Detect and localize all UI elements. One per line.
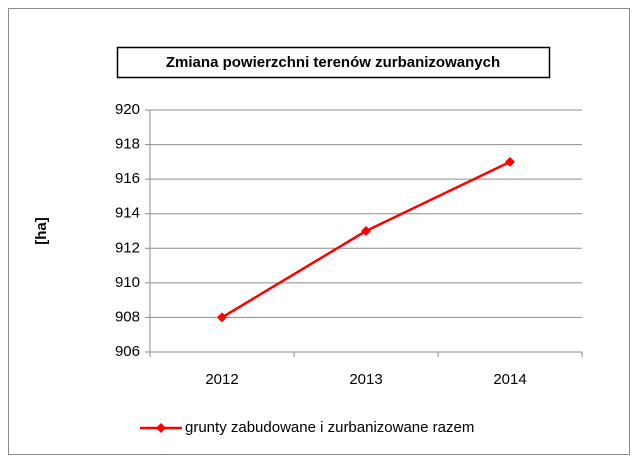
chart-frame <box>8 8 630 455</box>
y-tick-label: 920 <box>115 101 140 118</box>
point-marker <box>361 226 371 236</box>
y-tick-label: 912 <box>115 239 140 256</box>
title-box <box>116 46 551 79</box>
y-tick-label: 914 <box>115 205 140 222</box>
y-tick-label: 906 <box>115 343 140 360</box>
point-marker <box>505 156 515 167</box>
chart-title: Zmiana powierzchni terenów zurbanizowany… <box>166 54 500 71</box>
y-tick-label: 918 <box>115 136 140 153</box>
y-tick-label: 908 <box>115 308 140 325</box>
x-tick-label: 2012 <box>205 371 238 388</box>
legend-label: grunty zabudowane i zurbanizowane razem <box>185 419 474 436</box>
legend-marker <box>156 423 166 433</box>
point-marker <box>217 312 227 323</box>
y-tick-label: 910 <box>115 274 140 291</box>
x-tick-label: 2014 <box>493 371 526 388</box>
x-tick-label: 2013 <box>349 371 382 388</box>
y-axis-label: [ha] <box>33 217 50 245</box>
y-tick-label: 916 <box>115 170 140 187</box>
